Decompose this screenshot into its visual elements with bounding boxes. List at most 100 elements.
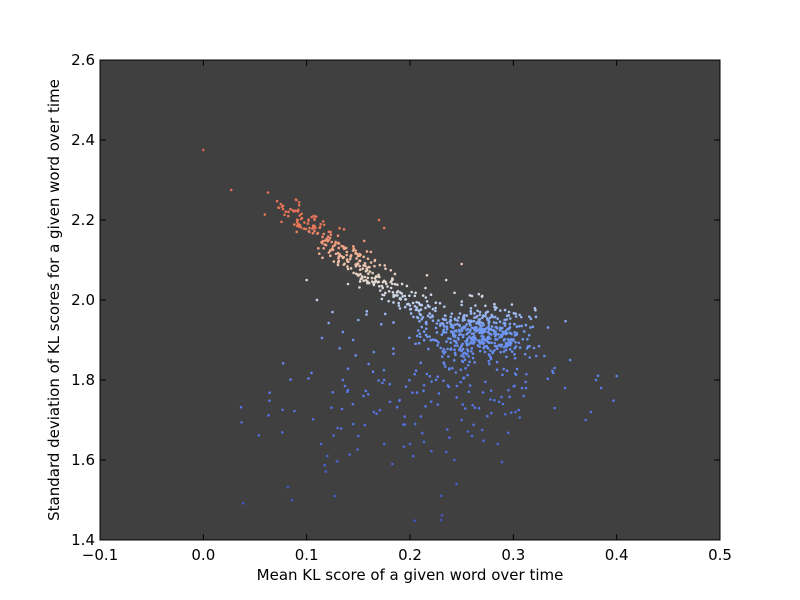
scatter-point: [500, 460, 504, 464]
scatter-point: [429, 293, 433, 297]
scatter-point: [518, 346, 522, 349]
scatter-point: [510, 332, 513, 336]
scatter-point: [417, 301, 421, 305]
scatter-point: [428, 312, 432, 315]
scatter-point: [456, 319, 459, 322]
scatter-point: [401, 295, 404, 298]
scatter-point: [299, 226, 303, 229]
scatter-point: [341, 378, 345, 382]
scatter-point: [470, 336, 473, 340]
scatter-point: [424, 296, 428, 299]
scatter-point: [326, 454, 329, 458]
scatter-point: [352, 245, 355, 248]
scatter-point: [455, 329, 458, 332]
scatter-point: [488, 337, 492, 340]
scatter-point: [346, 282, 350, 286]
scatter-point: [480, 428, 484, 432]
scatter-point: [488, 355, 492, 359]
scatter-point: [346, 265, 349, 268]
scatter-point: [320, 240, 323, 244]
scatter-point: [495, 338, 499, 341]
scatter-point: [375, 412, 378, 416]
scatter-point: [323, 463, 327, 467]
scatter-point: [482, 439, 485, 443]
scatter-point: [295, 218, 299, 221]
scatter-point: [524, 386, 528, 390]
scatter-point: [445, 340, 448, 343]
scatter-point: [443, 325, 446, 328]
scatter-point: [445, 428, 449, 431]
scatter-point: [332, 260, 336, 263]
scatter-point: [419, 308, 423, 311]
scatter-point: [373, 264, 376, 268]
scatter-point: [287, 210, 290, 214]
scatter-point: [424, 333, 428, 337]
scatter-point: [311, 226, 315, 230]
scatter-point: [452, 359, 456, 362]
scatter-point: [376, 280, 379, 284]
scatter-point: [415, 308, 418, 312]
scatter-point: [293, 223, 296, 226]
scatter-point: [446, 347, 449, 351]
scatter-point: [517, 325, 521, 328]
scatter-point: [416, 329, 420, 332]
scatter-point: [373, 259, 377, 263]
scatter-point: [513, 357, 517, 360]
scatter-point: [356, 254, 360, 258]
scatter-point: [431, 307, 435, 311]
scatter-point: [508, 348, 512, 351]
scatter-point: [471, 356, 475, 360]
scatter-point: [411, 391, 414, 395]
scatter-point: [498, 336, 501, 339]
scatter-point: [425, 335, 429, 339]
scatter-point: [474, 326, 477, 329]
scatter-point: [485, 326, 489, 330]
scatter-point: [454, 334, 457, 337]
scatter-point: [490, 313, 494, 317]
scatter-point: [543, 354, 546, 358]
scatter-point: [310, 371, 313, 375]
scatter-point: [384, 282, 388, 286]
plot-area-background: [100, 60, 720, 540]
scatter-point: [359, 277, 363, 281]
scatter-point: [448, 436, 451, 439]
y-tick-label: 2.0: [71, 291, 95, 309]
scatter-point: [426, 314, 430, 318]
scatter-point: [453, 348, 456, 351]
scatter-point: [293, 409, 296, 413]
scatter-point: [513, 352, 516, 356]
scatter-point: [402, 445, 406, 448]
scatter-point: [526, 337, 529, 341]
scatter-point: [509, 341, 513, 345]
scatter-point: [458, 347, 462, 350]
scatter-point: [378, 408, 382, 412]
scatter-point: [460, 300, 464, 303]
scatter-point: [299, 217, 303, 221]
scatter-point: [365, 313, 368, 316]
scatter-point: [465, 323, 468, 326]
scatter-point: [514, 373, 518, 376]
scatter-point: [493, 344, 497, 348]
scatter-point: [400, 282, 404, 286]
scatter-point: [500, 343, 504, 347]
scatter-point: [504, 348, 508, 352]
scatter-point: [455, 396, 458, 399]
scatter-point: [506, 344, 510, 347]
scatter-point: [506, 337, 510, 341]
scatter-point: [327, 251, 331, 254]
scatter-point: [422, 389, 425, 393]
scatter-point: [388, 382, 392, 386]
scatter-point: [313, 229, 316, 233]
scatter-point: [351, 422, 355, 426]
scatter-point: [439, 346, 443, 350]
scatter-point: [478, 323, 482, 327]
scatter-point: [502, 350, 506, 353]
scatter-point: [298, 214, 302, 217]
scatter-point: [377, 273, 380, 277]
scatter-point: [397, 304, 401, 307]
scatter-point: [428, 335, 431, 338]
scatter-point: [363, 275, 367, 279]
scatter-point: [420, 318, 423, 321]
scatter-point: [383, 264, 387, 267]
